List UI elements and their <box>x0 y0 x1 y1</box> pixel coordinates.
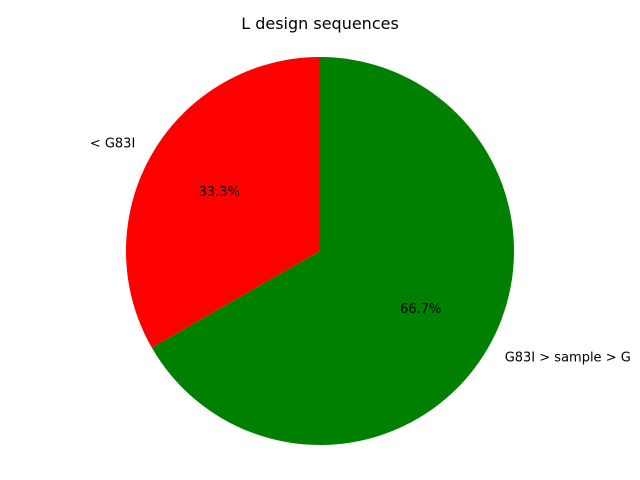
slice-label-1: G83I > sample > G <box>505 350 631 365</box>
pie-slices <box>126 57 515 446</box>
slice-percent-label-1: 66.7% <box>400 302 441 317</box>
chart-title: L design sequences <box>241 14 399 33</box>
pie-labels: 33.3% < G83I 66.7% G83I > sample > G <box>90 137 631 366</box>
slice-percent-label-0: 33.3% <box>199 185 240 200</box>
pie-slice-1 <box>151 57 515 446</box>
pie-slice-0 <box>126 57 321 348</box>
slice-label-0: < G83I <box>90 137 135 152</box>
